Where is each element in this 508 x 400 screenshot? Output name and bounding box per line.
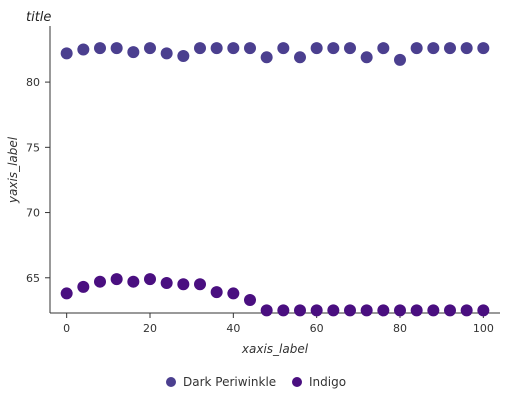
data-point-dark-periwinkle [260,51,273,64]
x-axis-ticks: 0 20 40 60 80 100 [63,313,494,335]
data-point-indigo [394,304,406,317]
data-point-dark-periwinkle [194,42,206,55]
data-point-dark-periwinkle [127,46,140,59]
data-point-indigo [427,304,440,317]
data-point-dark-periwinkle [410,42,423,55]
data-point-dark-periwinkle [294,51,306,64]
x-tick-label: 80 [393,322,407,335]
legend-label-dark-periwinkle: Dark Periwinkle [183,375,276,389]
data-point-indigo [260,304,273,317]
data-point-dark-periwinkle [444,42,456,55]
data-point-dark-periwinkle [110,42,123,55]
data-point-indigo [344,304,356,317]
data-point-indigo [144,273,156,286]
data-point-indigo [194,278,206,291]
data-point-indigo [60,287,73,300]
data-point-indigo [444,304,456,317]
data-point-indigo [327,304,340,317]
data-point-dark-periwinkle [160,47,173,60]
data-point-dark-periwinkle [360,51,373,64]
x-tick-label: 100 [473,322,494,335]
data-point-indigo [77,280,90,293]
data-point-dark-periwinkle [377,42,390,55]
x-tick-label: 40 [226,322,240,335]
data-points [60,42,490,317]
x-tick-label: 0 [63,322,70,335]
data-point-dark-periwinkle [310,42,323,55]
data-point-dark-periwinkle [477,42,490,55]
data-point-dark-periwinkle [394,53,406,66]
data-point-dark-periwinkle [227,42,240,55]
data-point-indigo [160,276,173,289]
y-axis-label: yaxis_label [6,136,20,204]
data-point-dark-periwinkle [244,42,256,55]
data-point-indigo [310,304,323,317]
data-point-dark-periwinkle [344,42,356,55]
data-point-dark-periwinkle [177,50,190,63]
data-point-indigo [294,304,306,317]
legend-marker-indigo [292,377,302,387]
x-tick-label: 60 [310,322,324,335]
chart-title: title [26,10,51,25]
data-point-dark-periwinkle [210,42,223,55]
data-point-dark-periwinkle [327,42,340,55]
data-point-dark-periwinkle [60,47,73,60]
x-tick-label: 20 [143,322,157,335]
legend-marker-dark-periwinkle [166,377,176,387]
data-point-indigo [227,287,240,300]
data-point-dark-periwinkle [144,42,156,55]
data-point-dark-periwinkle [427,42,440,55]
legend: Dark Periwinkle Indigo [166,375,346,389]
data-point-indigo [177,278,190,291]
data-point-dark-periwinkle [460,42,473,55]
data-point-indigo [94,275,106,288]
data-point-indigo [127,275,140,288]
data-point-indigo [244,293,256,306]
data-point-indigo [360,304,373,317]
y-tick-label: 70 [26,207,40,220]
data-point-dark-periwinkle [77,43,90,56]
data-point-indigo [210,286,223,299]
data-point-indigo [377,304,390,317]
y-tick-label: 80 [26,76,40,89]
data-point-indigo [277,304,290,317]
legend-label-indigo: Indigo [309,375,346,389]
data-point-indigo [410,304,423,317]
y-axis-ticks: 65 70 75 80 [26,76,50,285]
y-tick-label: 65 [26,272,40,285]
data-point-indigo [477,304,490,317]
data-point-indigo [110,273,123,286]
y-tick-label: 75 [26,141,40,154]
data-point-indigo [460,304,473,317]
data-point-dark-periwinkle [94,42,106,55]
data-point-dark-periwinkle [277,42,290,55]
x-axis-label: xaxis_label [241,342,309,356]
